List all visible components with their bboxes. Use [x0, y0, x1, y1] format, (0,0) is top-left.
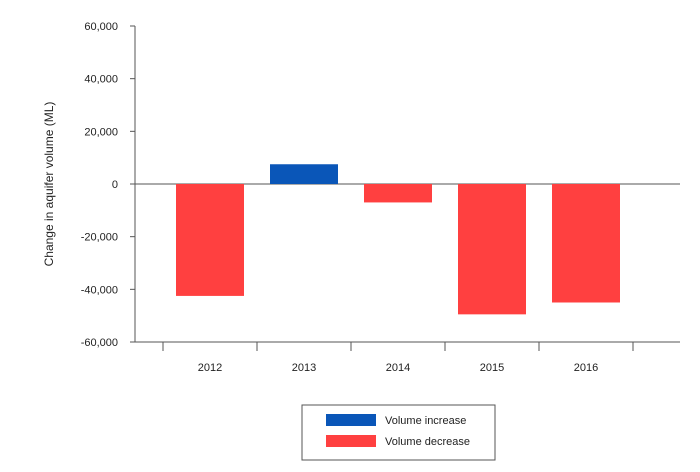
legend-label-volume-increase: Volume increase [385, 415, 466, 427]
bar-2013 [270, 164, 338, 184]
legend: Volume increase Volume decrease [301, 404, 496, 461]
x-tick-label: 2015 [480, 362, 504, 374]
y-tick-label: 20,000 [84, 126, 118, 138]
y-tick-label: 60,000 [84, 21, 118, 33]
y-tick-label: 40,000 [84, 74, 118, 86]
x-tick-label: 2016 [574, 362, 598, 374]
x-tick-label: 2014 [386, 362, 410, 374]
legend-label-volume-decrease: Volume decrease [385, 436, 470, 448]
y-tick-label: -60,000 [81, 337, 118, 349]
y-axis-label: Change in aquifer volume (ML) [42, 102, 56, 267]
bar-2012 [176, 184, 244, 296]
bar-2015 [458, 184, 526, 315]
y-tick-label: -40,000 [81, 284, 118, 296]
y-axis: 60,000 40,000 20,000 0 -20,000 -40,000 -60,000 [81, 21, 136, 349]
bars [176, 164, 620, 315]
legend-swatch-volume-decrease [326, 435, 376, 447]
x-tick-label: 2013 [292, 362, 316, 374]
bar-2016 [552, 184, 620, 303]
bar-2014 [364, 184, 432, 203]
legend-swatch-volume-increase [326, 414, 376, 426]
y-tick-label: 0 [112, 179, 118, 191]
legend-box [301, 404, 496, 461]
x-tick-label: 2012 [198, 362, 222, 374]
y-tick-label: -20,000 [81, 232, 118, 244]
